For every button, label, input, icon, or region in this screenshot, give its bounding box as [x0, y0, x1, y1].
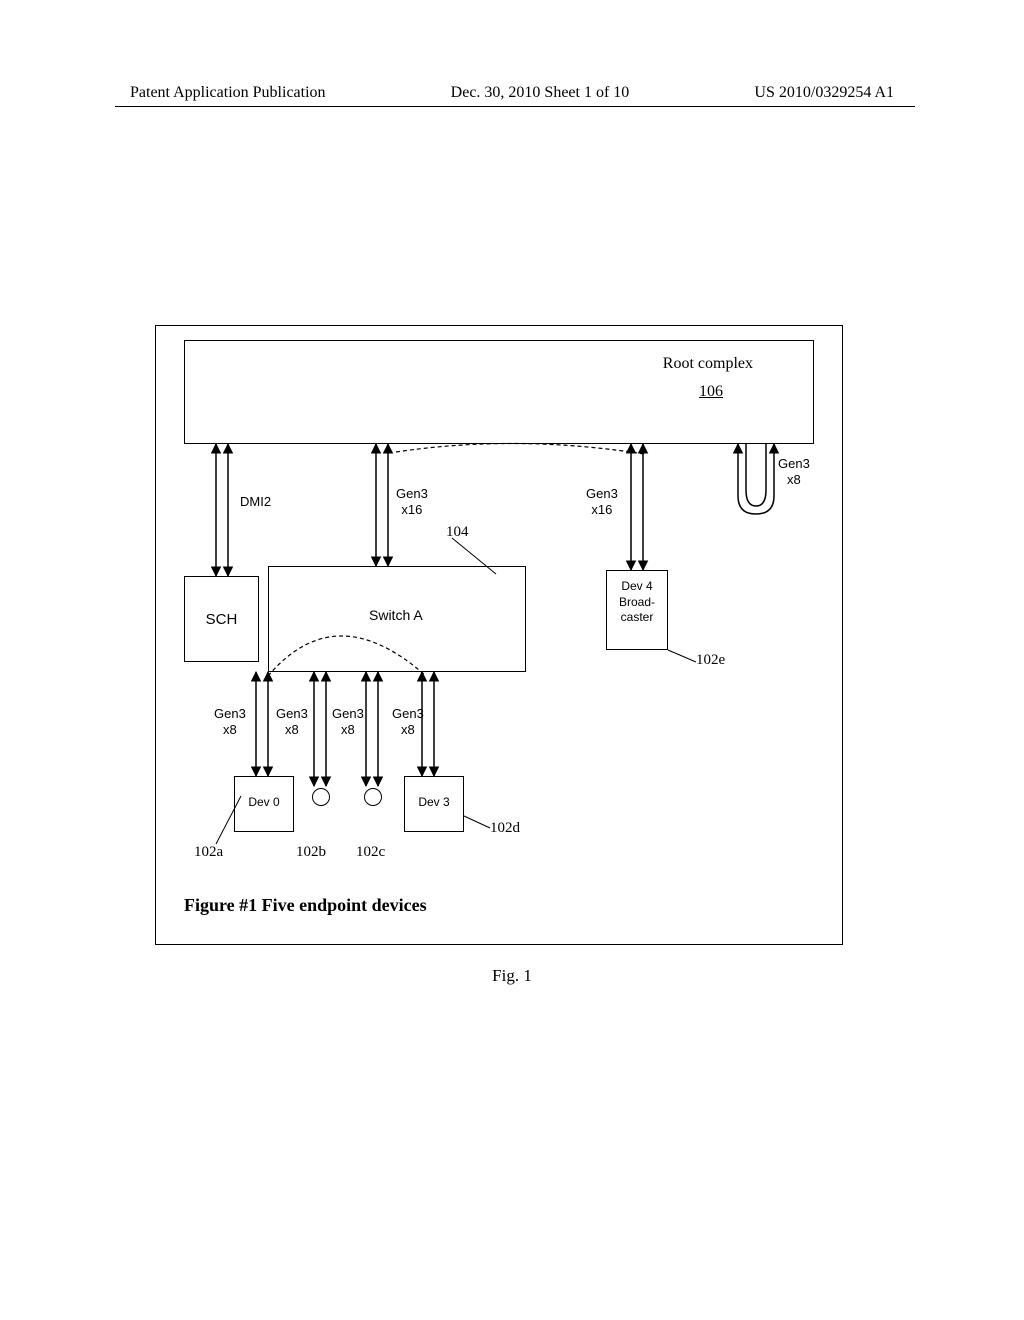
label-gen3x16-b: Gen3 x16 [586, 486, 618, 517]
header-right: US 2010/0329254 A1 [754, 84, 894, 102]
header-center: Dec. 30, 2010 Sheet 1 of 10 [451, 84, 630, 102]
dev3-box: Dev 3 [404, 776, 464, 832]
label-gen3x8-d: Gen3 x8 [392, 706, 424, 737]
diagram-frame: Root complex 106 DMI2 Gen3 x16 Gen3 x16 … [155, 325, 843, 945]
ref-102c: 102c [356, 844, 385, 861]
page-header: Patent Application Publication Dec. 30, … [0, 84, 1024, 102]
dev4-line3: caster [607, 610, 667, 626]
label-gen3x8-b: Gen3 x8 [276, 706, 308, 737]
root-complex-box: Root complex 106 [184, 340, 814, 444]
sch-label: SCH [206, 611, 238, 628]
circ-102b [312, 788, 330, 806]
label-gen3x16-a: Gen3 x16 [396, 486, 428, 517]
header-left: Patent Application Publication [130, 84, 326, 102]
dev3-label: Dev 3 [418, 795, 449, 809]
figure-title: Figure #1 Five endpoint devices [184, 895, 427, 916]
ref-104: 104 [446, 524, 469, 541]
dev4-line1: Dev 4 [607, 579, 667, 595]
ref-102e: 102e [696, 652, 725, 669]
label-gen3x8-a: Gen3 x8 [214, 706, 246, 737]
label-gen3x8-loop: Gen3 x8 [778, 456, 810, 487]
circ-102c [364, 788, 382, 806]
root-complex-label: Root complex [663, 355, 753, 373]
dev0-label: Dev 0 [248, 795, 279, 809]
sch-box: SCH [184, 576, 259, 662]
root-complex-ref: 106 [699, 383, 723, 401]
ref-102a: 102a [194, 844, 223, 861]
header-rule [115, 106, 915, 107]
ref-102d: 102d [490, 820, 520, 837]
ref-102b: 102b [296, 844, 326, 861]
label-gen3x8-c: Gen3 x8 [332, 706, 364, 737]
figure-caption: Fig. 1 [0, 966, 1024, 986]
switch-label: Switch A [369, 607, 423, 623]
switch-box: Switch A [268, 566, 526, 672]
dev0-box: Dev 0 [234, 776, 294, 832]
dev4-line2: Broad- [607, 595, 667, 611]
dev4-box: Dev 4 Broad- caster [606, 570, 668, 650]
label-dmi2: DMI2 [240, 494, 271, 510]
